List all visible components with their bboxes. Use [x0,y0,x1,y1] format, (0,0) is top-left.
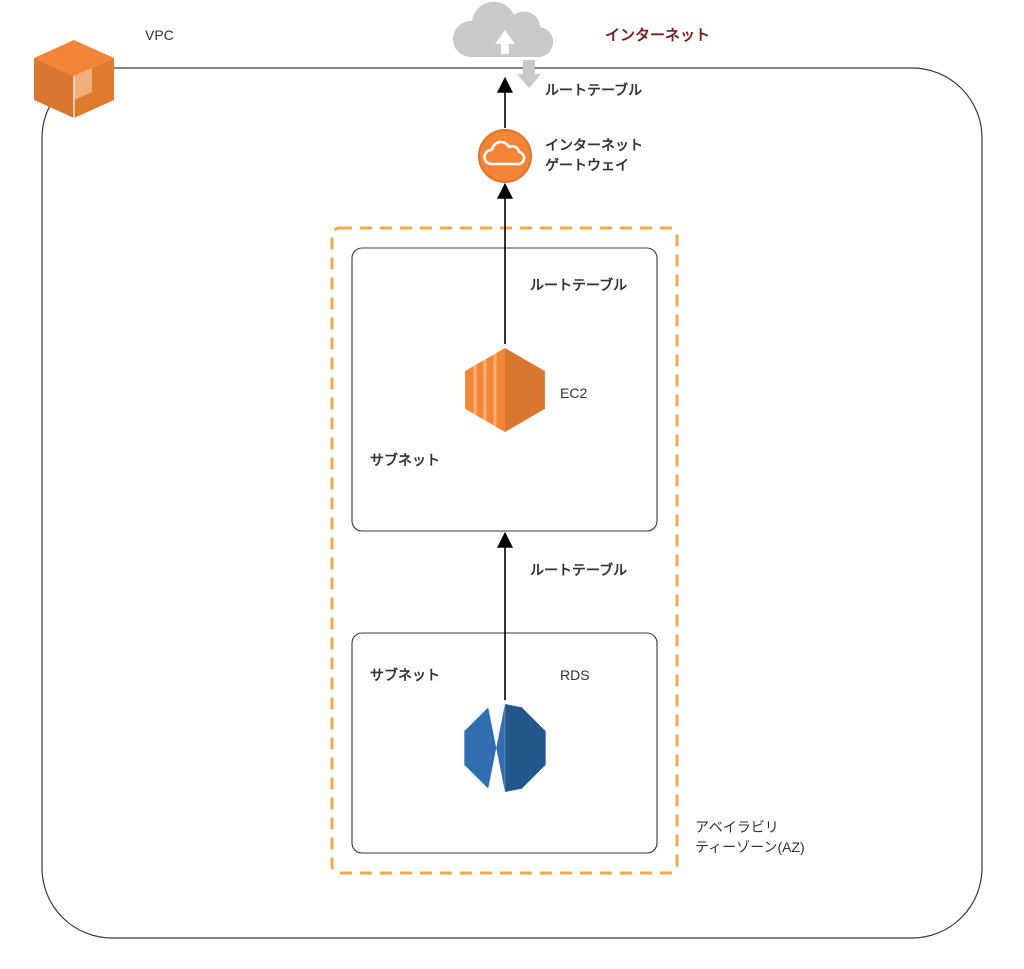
ec2-icon [465,348,545,432]
ec2-label: EC2 [560,385,587,401]
az-label-1: アベイラビリ [695,819,779,835]
rds-icon [464,704,545,792]
rds-label: RDS [560,667,590,683]
subnet-public-label: サブネット [370,452,440,468]
route-table-label-top: ルートテーブル [545,82,642,98]
vpc-service-icon [34,40,114,118]
az-label-2: ティーゾーン(AZ) [695,839,805,855]
internet-label: インターネット [605,27,710,44]
vpc-box [42,68,982,938]
route-table-label-mid: ルートテーブル [530,277,627,293]
subnet-private-label: サブネット [370,667,440,683]
igw-label-2: ゲートウェイ [545,157,629,173]
igw-label-1: インターネット [545,137,643,153]
route-table-label-low: ルートテーブル [530,562,627,578]
internet-gateway-icon [479,130,531,182]
internet-cloud-icon [453,2,553,88]
vpc-label: VPC [145,27,174,43]
architecture-diagram: VPCインターネットルートテーブルインターネットゲートウェイルートテーブルEC2… [0,0,1024,969]
